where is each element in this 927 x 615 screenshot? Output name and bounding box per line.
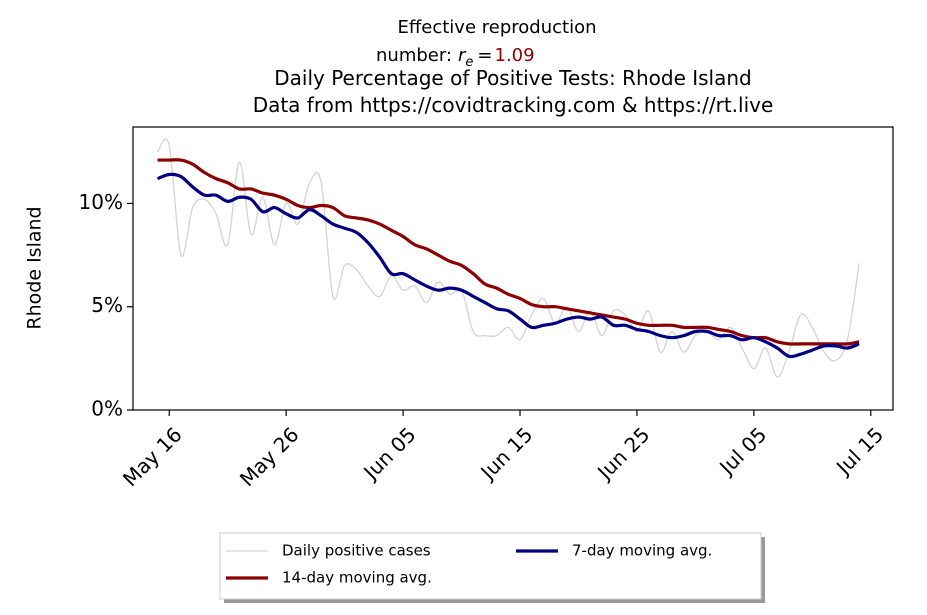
legend-label: 14-day moving avg. — [282, 569, 432, 587]
y-axis-label: Rhode Island — [24, 206, 46, 329]
x-tick-label: May 26 — [235, 422, 304, 491]
x-tick-label: Jun 15 — [474, 422, 537, 485]
y-tick-label: 5% — [91, 293, 123, 317]
annotation-line: number: re = 1.09 — [376, 45, 535, 70]
chart-subtitle: Data from https://covidtracking.com & ht… — [253, 93, 774, 117]
y-tick-label: 0% — [91, 397, 123, 421]
annotation-line: Effective reproduction — [398, 17, 597, 38]
x-tick-label: Jul 15 — [830, 422, 888, 480]
x-tick-label: Jun 05 — [358, 422, 421, 485]
y-tick-label: 10% — [79, 190, 123, 214]
annotation-value: 1.09 — [495, 45, 535, 66]
annotation-subscript: e — [465, 55, 473, 70]
chart-title: Daily Percentage of Positive Tests: Rhod… — [274, 66, 752, 90]
x-tick-label: Jul 05 — [713, 422, 771, 480]
series-line — [157, 158, 860, 346]
x-tick-label: Jun 25 — [591, 422, 654, 485]
legend-label: Daily positive cases — [282, 542, 431, 560]
annotation-symbol: r — [458, 45, 467, 66]
legend-label: 7-day moving avg. — [572, 542, 712, 560]
legend: Daily positive cases 14-day moving avg. 7-… — [219, 532, 765, 603]
annotation-text: number: — [376, 45, 452, 66]
legend-box — [219, 532, 762, 600]
series-line — [157, 138, 860, 378]
annotation-equals: = — [477, 45, 492, 66]
x-tick-label: May 16 — [118, 422, 187, 491]
series-line — [156, 172, 860, 359]
plot-frame — [132, 126, 894, 411]
